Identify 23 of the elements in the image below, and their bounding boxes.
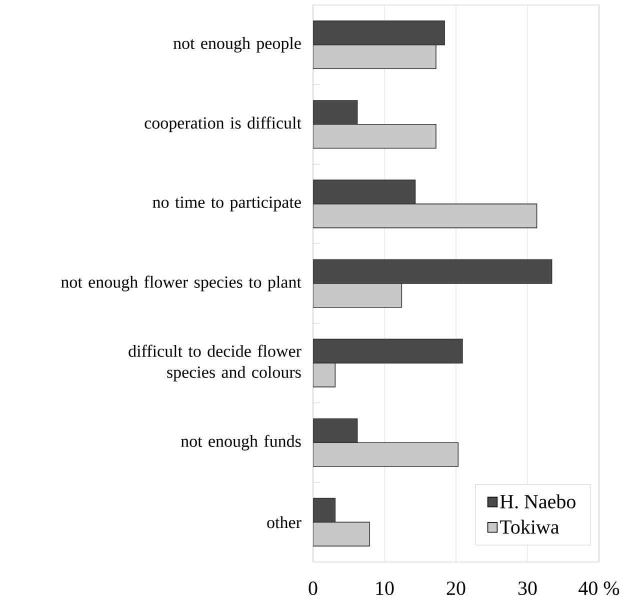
bar xyxy=(313,522,370,546)
bar xyxy=(313,259,552,284)
legend-label: H. Naebo xyxy=(500,494,576,508)
y-tick-label: not enough flower species to plant xyxy=(61,276,302,292)
y-tick-label: difficult to decide flower species and colours xyxy=(128,344,302,382)
legend-label: Tokiwa xyxy=(500,520,560,534)
x-tick-label: 40 % xyxy=(578,582,620,596)
y-tick-label: cooperation is difficult xyxy=(144,116,302,132)
bar xyxy=(313,20,445,46)
bar xyxy=(313,362,336,388)
y-tick-label: other xyxy=(267,516,302,528)
x-tick-label: 30 xyxy=(518,582,537,596)
bar xyxy=(313,338,463,364)
y-tick-label: no time to participate xyxy=(152,196,301,212)
bar xyxy=(313,418,358,444)
y-tick-label: not enough people xyxy=(173,37,301,53)
x-tick-label: 10 xyxy=(376,582,394,596)
x-tick-label: 20 xyxy=(446,582,466,596)
bar xyxy=(313,100,358,125)
y-tick-label: not enough funds xyxy=(180,434,301,450)
bar xyxy=(313,498,336,523)
bar xyxy=(313,180,416,204)
x-tick-label: 0 xyxy=(308,582,318,596)
